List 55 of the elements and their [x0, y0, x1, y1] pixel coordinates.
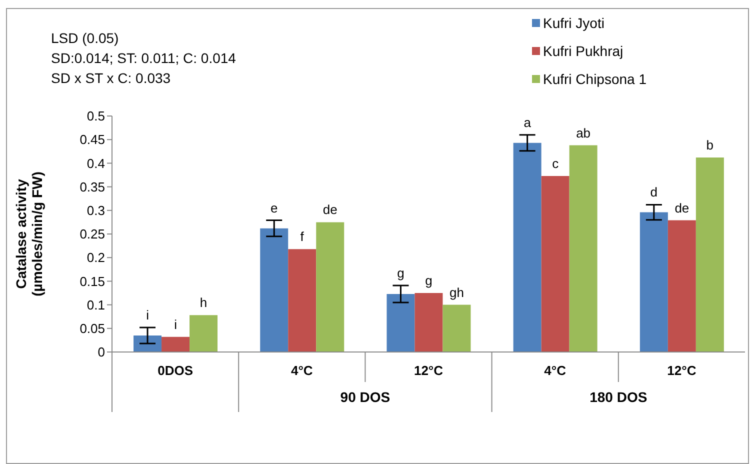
text: 90 DOS [340, 389, 390, 405]
y-tick-label: 0.5 [86, 108, 105, 124]
y-tick-label: 0.4 [86, 156, 105, 171]
data-label: a [524, 114, 532, 130]
bar [668, 220, 696, 352]
data-label: ab [576, 125, 591, 140]
x-tick-label: 12°C [414, 363, 444, 378]
y-tick-label: 0.1 [86, 297, 105, 312]
y-tick-label: 0.45 [80, 132, 105, 148]
bar [640, 212, 668, 352]
data-label: de [674, 200, 690, 216]
legend-label: Kufri Jyoti [543, 15, 604, 31]
data-label: gh [449, 284, 464, 300]
bar [513, 142, 542, 352]
bar [316, 222, 344, 352]
y-tick-label: 0 [98, 344, 105, 360]
x-tick-label: 0DOS [158, 363, 194, 378]
text: LSD (0.05) [51, 30, 119, 46]
y-tick-label: 0.15 [80, 274, 105, 289]
x-tick-label: 4°C [544, 363, 567, 378]
data-label: g [425, 273, 432, 288]
bar [569, 145, 598, 352]
text: SD x ST x C: 0.033 [51, 70, 171, 86]
y-tick-label: 0.2 [86, 250, 105, 266]
legend-label: Kufri Chipsona 1 [543, 71, 647, 87]
data-label: g [397, 265, 404, 280]
bar [260, 228, 288, 352]
x-tick-label: 12°C [667, 363, 697, 378]
data-label: h [200, 295, 208, 310]
data-label: c [552, 156, 560, 171]
bar [162, 336, 190, 352]
text: SD:0.014; ST: 0.011; C: 0.014 [51, 50, 236, 66]
bar [541, 176, 570, 352]
x-tick-label: 4°C [290, 363, 314, 378]
y-tick-label: 0.35 [80, 179, 105, 194]
y-axis-title: Catalase activity (µmoles/min/g FW) [13, 172, 45, 296]
bar [190, 315, 218, 352]
bar [696, 158, 724, 352]
y-tick-label: 0.3 [86, 203, 105, 218]
data-label: e [270, 200, 278, 216]
data-label: b [706, 138, 714, 153]
bar [414, 293, 443, 352]
data-label: i [146, 307, 150, 322]
y-tick-label: 0.05 [80, 321, 105, 336]
data-label: i [174, 316, 178, 332]
data-label: f [300, 229, 304, 244]
bar [442, 304, 471, 352]
bar [288, 249, 316, 352]
data-label: de [322, 202, 338, 218]
bar [134, 335, 162, 352]
text: 180 DOS [590, 389, 648, 405]
y-tick-label: 0.25 [80, 226, 105, 242]
legend-label: Kufri Pukhraj [543, 43, 624, 59]
bar [386, 294, 415, 352]
data-label: d [650, 184, 658, 200]
